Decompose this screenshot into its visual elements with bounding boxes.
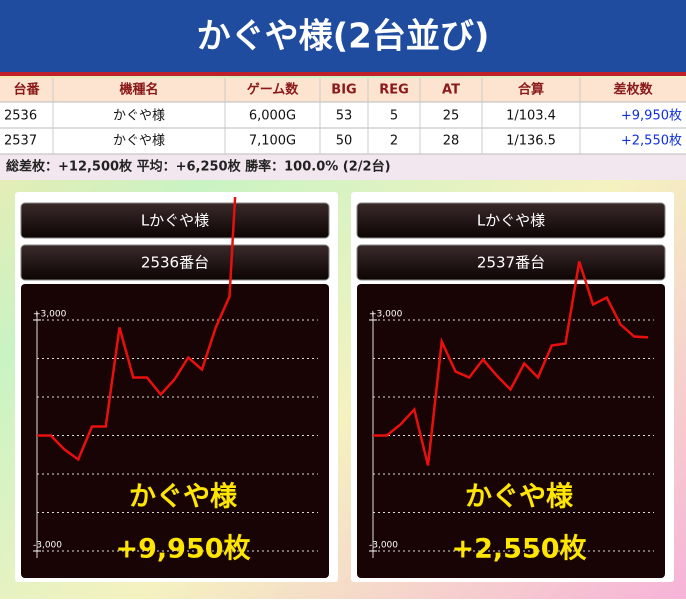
annotation: かぐや様 bbox=[129, 482, 238, 513]
chart-title: Lかぐや様 bbox=[141, 212, 209, 230]
data-line bbox=[373, 261, 649, 466]
table-cell: 50 bbox=[336, 134, 353, 149]
summary: 総差枚：+12,500枚 平均：+6,250枚 勝率：100.0% (2/2台) bbox=[6, 159, 391, 175]
plot-area bbox=[21, 284, 329, 578]
chart-title: Lかぐや様 bbox=[477, 212, 545, 230]
table-header-cell: BIG bbox=[331, 83, 356, 98]
annotation: かぐや様 bbox=[465, 482, 574, 513]
table-cell: +9,950枚 bbox=[621, 109, 682, 124]
y-tick-label: +3,000 bbox=[33, 310, 67, 320]
data-line bbox=[37, 197, 237, 462]
table-cell: +2,550枚 bbox=[621, 134, 682, 149]
title-band bbox=[0, 0, 686, 72]
chart-subtitle: 2537番台 bbox=[477, 254, 545, 272]
table-header-cell: 差枚数 bbox=[613, 82, 653, 98]
table-cell: 2537 bbox=[4, 134, 37, 149]
table-header-cell: 合算 bbox=[518, 82, 544, 98]
table-cell: 25 bbox=[443, 109, 460, 124]
table-header-cell: 機種名 bbox=[119, 82, 158, 98]
plot-area bbox=[357, 284, 665, 578]
table-cell: 7,100G bbox=[249, 134, 296, 149]
table-cell: 2 bbox=[390, 134, 398, 149]
title-rule bbox=[0, 72, 686, 76]
table-cell: かぐや様 bbox=[113, 109, 165, 124]
table-cell: 53 bbox=[336, 109, 353, 124]
table-header-cell: REG bbox=[379, 83, 409, 98]
page-title: かぐや様(2台並び) bbox=[197, 17, 490, 57]
y-tick-label: -3,000 bbox=[33, 541, 62, 551]
table-cell: 1/103.4 bbox=[506, 109, 556, 124]
table-header-cell: 台番 bbox=[13, 82, 40, 98]
chart-header bbox=[356, 202, 666, 239]
y-tick-label: -3,000 bbox=[369, 541, 398, 551]
table-cell: 6,000G bbox=[249, 109, 296, 124]
chart-subheader bbox=[356, 244, 666, 281]
table-cell: かぐや様 bbox=[113, 134, 165, 149]
table-cell: 5 bbox=[390, 109, 398, 124]
table-cell: 28 bbox=[443, 134, 460, 149]
table-header-bg bbox=[0, 78, 686, 102]
table-cell: 2536 bbox=[4, 109, 37, 124]
annotation: +2,550枚 bbox=[451, 534, 586, 565]
table-header-cell: AT bbox=[442, 83, 460, 98]
summary-bg bbox=[0, 154, 686, 180]
chart-subtitle: 2536番台 bbox=[141, 254, 209, 272]
table-header-cell: ゲーム数 bbox=[247, 82, 300, 98]
annotation: +9,950枚 bbox=[115, 534, 250, 565]
y-tick-label: +3,000 bbox=[369, 310, 403, 320]
chart-subheader bbox=[20, 244, 330, 281]
table-cell: 1/136.5 bbox=[506, 134, 556, 149]
chart-header bbox=[20, 202, 330, 239]
